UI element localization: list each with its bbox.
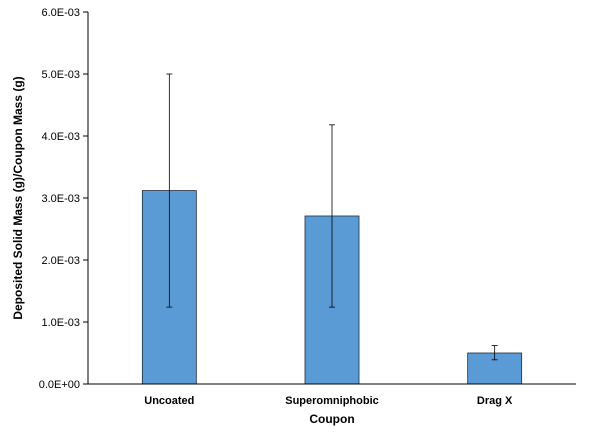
y-axis-title: Deposited Solid Mass (g)/Coupon Mass (g)	[11, 76, 25, 319]
y-tick-label: 5.0E-03	[41, 69, 80, 81]
y-tick-label: 1.0E-03	[41, 317, 80, 329]
x-tick-label: Uncoated	[144, 395, 194, 407]
error-bar-superomniphobic	[329, 124, 335, 308]
error-bar-drag-x	[491, 345, 498, 361]
y-tick-label: 3.0E-03	[41, 193, 80, 205]
x-axis-title: Coupon	[309, 412, 354, 426]
y-axis-ticks: 0.0E+00 1.0E-03 2.0E-03 3.0E-03 4.0E-03 5.0E-…	[39, 7, 88, 391]
y-tick-label: 2.0E-03	[41, 255, 80, 267]
x-tick-label: Superomniphobic	[285, 395, 379, 407]
y-tick-label: 6.0E-03	[41, 7, 80, 19]
error-bar-uncoated	[166, 73, 173, 308]
y-tick-label: 0.0E+00	[39, 379, 80, 391]
x-tick-label: Drag X	[477, 395, 513, 407]
x-axis-category-labels: Uncoated Superomniphobic Drag X	[144, 395, 513, 407]
y-tick-label: 4.0E-03	[41, 131, 80, 143]
error-bars	[166, 73, 498, 361]
